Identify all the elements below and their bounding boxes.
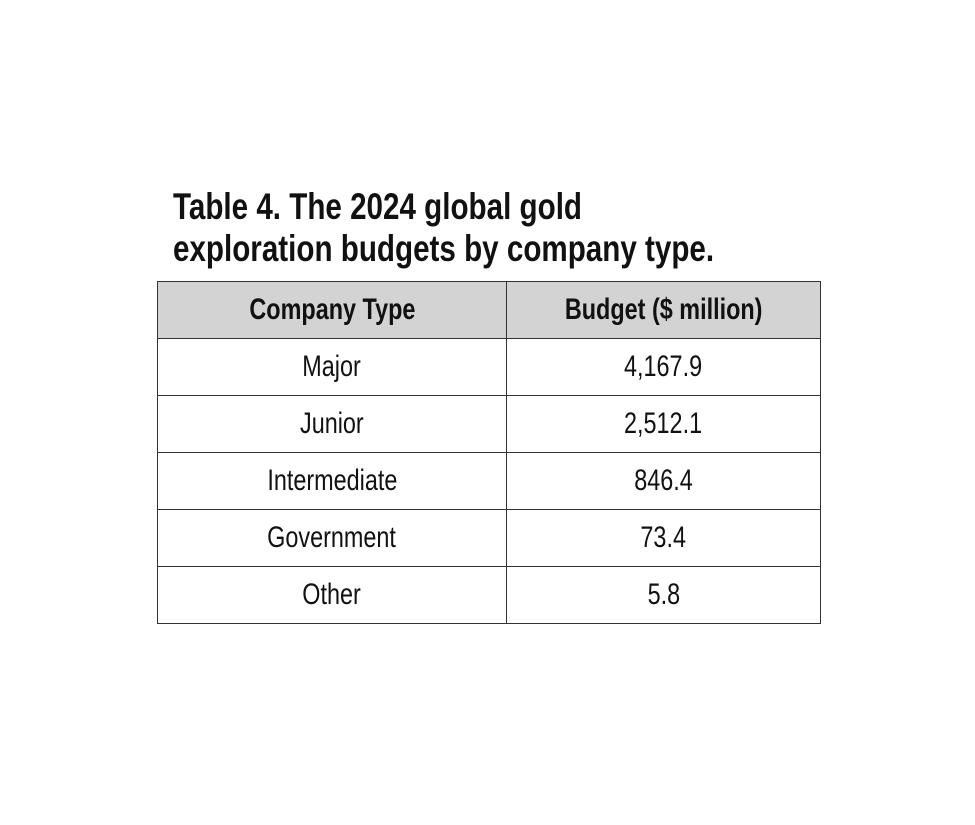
cell-text: 4,167.9 [624, 350, 703, 383]
header-text: Budget ($ million) [564, 293, 763, 326]
table-cell: Major [157, 338, 507, 396]
cell-text: Major [302, 350, 362, 383]
cell-text: 5.8 [647, 578, 680, 611]
title-line: Table 4. The 2024 global gold [173, 186, 583, 227]
table-cell: 73.4 [506, 509, 821, 567]
cell-text: 846.4 [634, 464, 693, 497]
header-cell: Company Type [157, 281, 507, 339]
cell-text: 2,512.1 [624, 407, 703, 440]
header-text: Company Type [249, 293, 415, 326]
table-cell: 4,167.9 [506, 338, 821, 396]
table-row: Major 4,167.9 [157, 338, 821, 396]
table-row: Intermediate 846.4 [157, 452, 821, 510]
cell-text: Intermediate [266, 464, 398, 497]
table-row: Other 5.8 [157, 566, 821, 624]
cell-text: Junior [300, 407, 364, 440]
table-cell: Other [157, 566, 507, 624]
cell-text: Other [302, 578, 362, 611]
title-line: exploration budgets by company type. [173, 228, 715, 269]
cell-text: 73.4 [640, 521, 687, 554]
table-row: Government 73.4 [157, 509, 821, 567]
table-cell: 5.8 [506, 566, 821, 624]
table-cell: Intermediate [157, 452, 507, 510]
table-cell: Government [157, 509, 507, 567]
budget-table: Company Type Budget ($ million) Major 4,167… [157, 281, 821, 624]
header-cell: Budget ($ million) [506, 281, 821, 339]
title: Table 4. The 2024 global gold exploration… [173, 186, 933, 270]
table-row: Junior 2,512.1 [157, 395, 821, 453]
table-cell: Junior [157, 395, 507, 453]
table-cell: 846.4 [506, 452, 821, 510]
cell-text: Government [267, 521, 397, 554]
table-cell: 2,512.1 [506, 395, 821, 453]
